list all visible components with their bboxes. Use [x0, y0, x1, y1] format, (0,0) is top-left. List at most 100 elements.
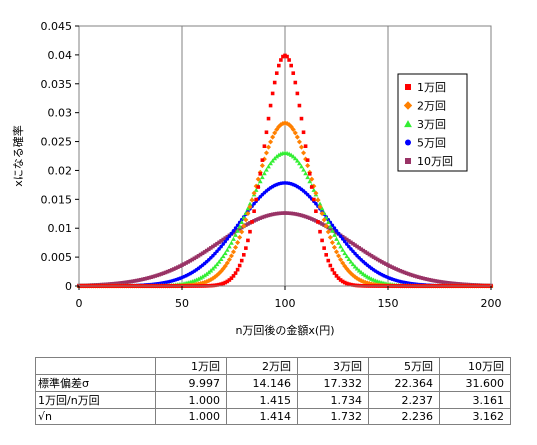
table-header-cell: 1万回	[156, 358, 227, 375]
legend-label-4: 5万回	[417, 137, 446, 150]
x-tick-label: 150	[378, 297, 399, 310]
data-point	[308, 172, 312, 176]
table-header-cell	[36, 358, 156, 375]
table-header-cell: 3万回	[298, 358, 369, 375]
data-point	[244, 246, 248, 250]
data-point	[231, 237, 236, 241]
data-point	[306, 158, 310, 162]
table-row-label: 1万回/n万回	[36, 392, 156, 409]
table-cell: 1.732	[298, 409, 369, 425]
data-point	[322, 246, 326, 250]
table-header-cell: 5万回	[369, 358, 440, 375]
y-tick-label: 0.03	[48, 107, 73, 120]
table-cell: 1.000	[156, 409, 227, 425]
data-point	[265, 130, 269, 134]
data-point	[320, 239, 324, 243]
data-point	[285, 55, 289, 59]
data-point	[338, 244, 343, 248]
data-point	[261, 158, 265, 162]
table-cell: 22.364	[369, 375, 440, 392]
legend-marker-4	[405, 140, 411, 146]
x-tick-label: 0	[76, 297, 83, 310]
data-point	[256, 185, 260, 189]
data-point	[305, 163, 310, 168]
data-point	[277, 64, 281, 68]
table-row: 1万回/n万回 1.000 1.415 1.734 2.237 3.161	[36, 392, 511, 409]
data-point	[315, 198, 320, 203]
x-axis-title: n万回後の金額x(円)	[235, 323, 334, 337]
data-point	[229, 240, 234, 244]
data-point	[310, 185, 314, 189]
data-point	[279, 58, 283, 62]
table-row: 標準偏差σ 9.997 14.146 17.332 22.364 31.600	[36, 375, 511, 392]
table-row-label: 標準偏差σ	[36, 375, 156, 392]
table-cell: 17.332	[298, 375, 369, 392]
y-tick-label: 0.015	[41, 193, 73, 206]
probability-chart: 0 50 100 150 20000.0050.010.0150.020.0250.03…	[0, 0, 537, 350]
stats-table: 1万回 2万回 3万回 5万回 10万回 標準偏差σ 9.997 14.146 17.332 22…	[35, 357, 511, 425]
data-point	[269, 104, 273, 108]
data-point	[332, 245, 337, 250]
data-point	[324, 253, 328, 257]
table-cell: 3.161	[440, 392, 511, 409]
legend-label-1: 1万回	[417, 81, 446, 94]
data-point	[250, 198, 255, 203]
data-point	[297, 139, 302, 144]
data-point	[262, 171, 267, 175]
data-point	[326, 259, 330, 263]
y-tick-label: 0.045	[41, 20, 73, 33]
data-point	[235, 240, 240, 245]
data-point	[242, 253, 246, 257]
data-point	[237, 235, 242, 240]
data-point	[254, 198, 258, 202]
data-point	[300, 117, 304, 121]
data-point	[233, 245, 238, 250]
table-cell: 1.415	[227, 392, 298, 409]
data-point	[240, 259, 244, 263]
x-tick-label: 200	[481, 297, 502, 310]
data-point	[294, 81, 298, 85]
table-row: √n 1.000 1.414 1.732 2.236 3.162	[36, 409, 511, 425]
data-point	[331, 268, 335, 272]
data-point	[287, 58, 291, 62]
data-point	[314, 209, 318, 213]
y-tick-label: 0.005	[41, 251, 73, 264]
table-cell: 31.600	[440, 375, 511, 392]
x-tick-label: 50	[175, 297, 189, 310]
data-point	[312, 198, 316, 202]
data-point	[271, 92, 275, 96]
legend-label-2: 2万回	[417, 100, 446, 113]
table-cell: 2.236	[369, 409, 440, 425]
legend-marker-5	[405, 158, 411, 164]
data-point	[263, 144, 267, 148]
data-point	[238, 264, 242, 268]
table-cell: 1.734	[298, 392, 369, 409]
legend-marker-1	[405, 84, 411, 90]
legend-label-5: 10万回	[417, 155, 453, 168]
data-point	[295, 135, 300, 140]
data-point	[260, 163, 265, 168]
stats-table-body: 1万回 2万回 3万回 5万回 10万回 標準偏差σ 9.997 14.146 17.332 22…	[36, 358, 511, 425]
data-point	[328, 235, 333, 240]
data-point	[250, 220, 254, 224]
table-row-label: √n	[36, 409, 156, 425]
data-point	[268, 139, 273, 144]
table-header-row: 1万回 2万回 3万回 5万回 10万回	[36, 358, 511, 375]
table-header-cell: 2万回	[227, 358, 298, 375]
data-point	[329, 264, 333, 268]
data-point	[267, 117, 271, 121]
legend: 1万回2万回3万回5万回10万回	[398, 74, 467, 171]
y-tick-label: 0.02	[48, 164, 73, 177]
data-point	[246, 239, 250, 243]
table-cell: 9.997	[156, 375, 227, 392]
table-cell: 2.237	[369, 392, 440, 409]
data-point	[318, 230, 322, 234]
data-point	[227, 244, 232, 248]
table-cell: 1.414	[227, 409, 298, 425]
data-point	[298, 104, 302, 108]
data-point	[336, 240, 341, 244]
y-tick-label: 0.035	[41, 78, 73, 91]
data-point	[330, 240, 335, 245]
data-point	[289, 64, 293, 68]
data-point	[273, 81, 277, 85]
